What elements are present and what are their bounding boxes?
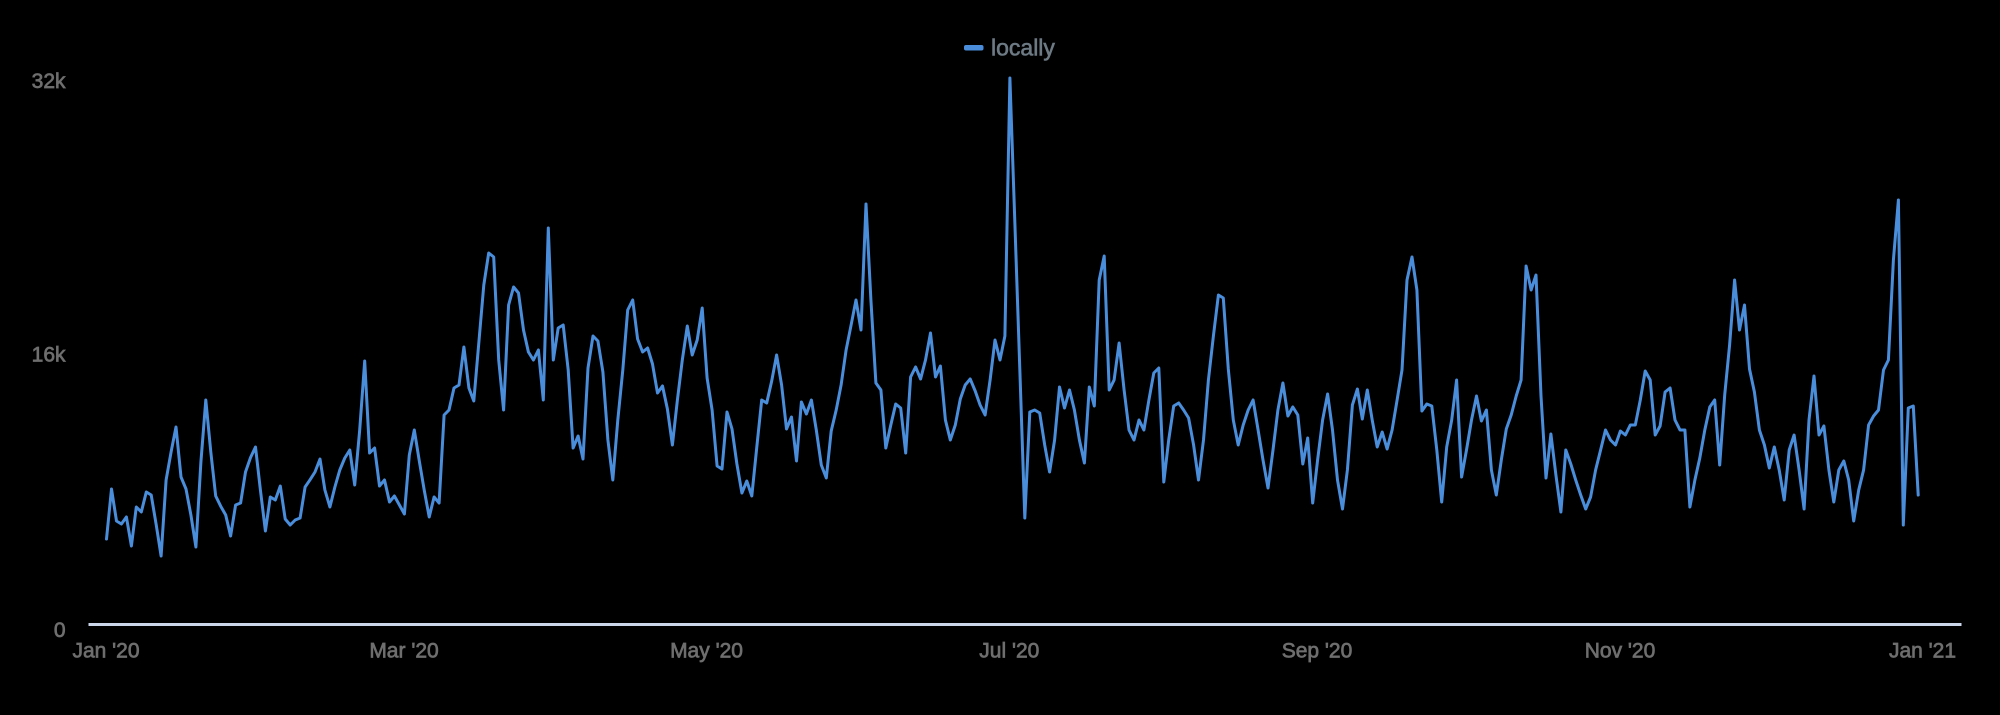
svg-text:Sep '20: Sep '20	[1282, 640, 1353, 663]
svg-text:16k: 16k	[32, 344, 66, 367]
svg-text:0: 0	[54, 619, 66, 642]
svg-text:locally: locally	[991, 35, 1055, 61]
svg-text:32k: 32k	[32, 70, 66, 93]
svg-text:Mar '20: Mar '20	[369, 640, 438, 663]
svg-text:Jul '20: Jul '20	[979, 640, 1039, 663]
svg-text:Jan '20: Jan '20	[72, 640, 139, 663]
svg-text:Nov '20: Nov '20	[1585, 640, 1656, 663]
svg-text:May '20: May '20	[670, 640, 743, 663]
svg-text:Jan '21: Jan '21	[1889, 640, 1956, 663]
